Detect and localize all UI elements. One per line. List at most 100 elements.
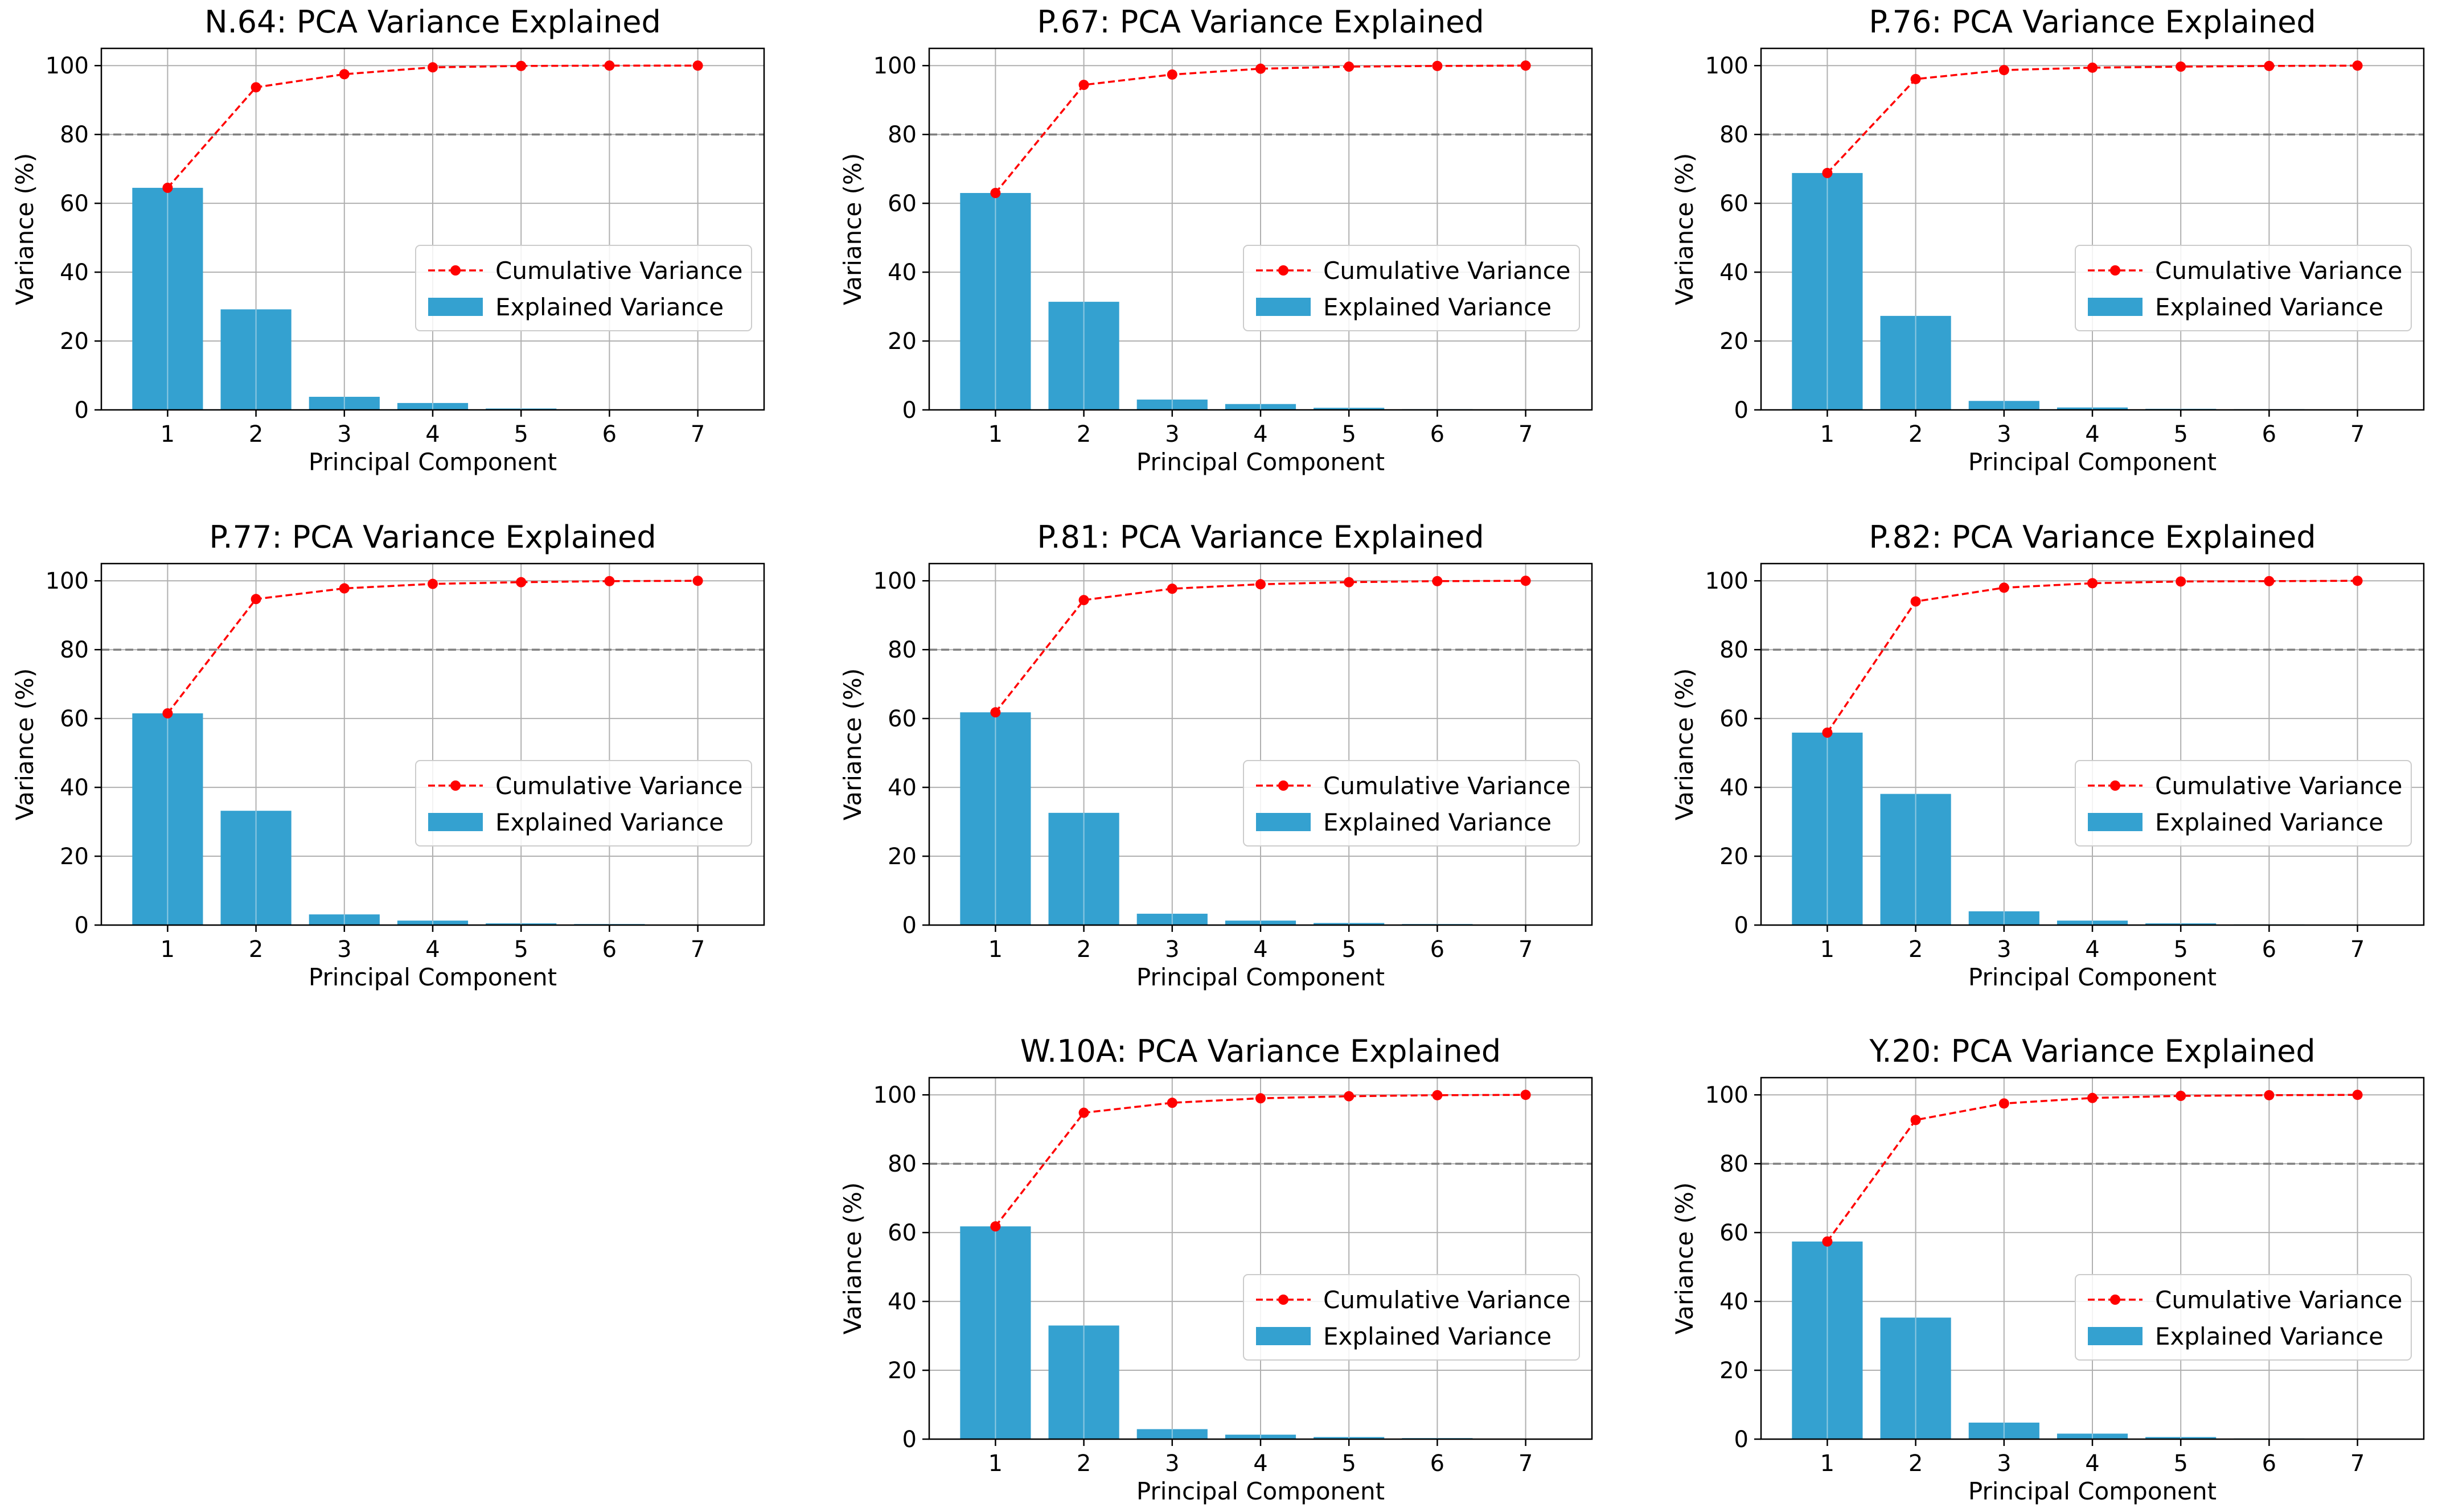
x-tick-label: 5	[2173, 936, 2187, 963]
y-tick-label: 20	[1719, 844, 1749, 870]
chart-title: Y.20: PCA Variance Explained	[1869, 1033, 2315, 1069]
cumulative-variance-point	[1432, 576, 1443, 586]
x-tick-label: 2	[1908, 936, 1923, 963]
x-tick-label: 2	[1077, 936, 1091, 963]
cumulative-variance-point	[1255, 63, 1266, 74]
cumulative-variance-point	[2176, 1091, 2186, 1102]
legend-label-cumulative: Cumulative Variance	[495, 772, 743, 800]
x-tick-label: 2	[1077, 421, 1091, 447]
cumulative-variance-point	[1167, 584, 1177, 594]
cumulative-variance-point	[1910, 73, 1921, 84]
y-tick-label: 0	[1734, 397, 1749, 424]
cumulative-variance-point	[1255, 1093, 1266, 1104]
cumulative-variance-point	[990, 707, 1001, 718]
y-tick-label: 0	[75, 913, 89, 939]
legend-explained-swatch	[2088, 298, 2143, 316]
cumulative-variance-point	[2264, 60, 2275, 71]
x-tick-label: 3	[337, 936, 351, 963]
x-tick-label: 2	[1077, 1451, 1091, 1477]
y-tick-label: 100	[1705, 1082, 1749, 1108]
cumulative-variance-point	[1822, 1236, 1833, 1247]
x-axis-label: Principal Component	[1968, 448, 2217, 476]
y-tick-label: 100	[1705, 53, 1749, 79]
x-tick-label: 5	[1341, 421, 1356, 447]
cumulative-variance-point	[1432, 1090, 1443, 1100]
x-tick-label: 6	[2262, 936, 2276, 963]
x-tick-label: 5	[1341, 936, 1356, 963]
y-tick-label: 20	[1719, 328, 1749, 355]
x-tick-label: 7	[1518, 1451, 1533, 1477]
legend-label-explained: Explained Variance	[2155, 808, 2383, 836]
y-tick-label: 60	[888, 706, 917, 732]
y-tick-label: 20	[1719, 1358, 1749, 1384]
chart-panel: Y.20: PCA Variance Explained 0 20 40 60 80 100…	[1671, 1033, 2425, 1505]
y-tick-label: 80	[1719, 637, 1749, 663]
x-tick-label: 6	[2262, 1451, 2276, 1477]
legend-label-explained: Explained Variance	[1323, 293, 1552, 321]
y-axis-label: Variance (%)	[839, 1182, 867, 1334]
cumulative-variance-point	[162, 182, 173, 193]
cumulative-variance-point	[1344, 577, 1355, 587]
y-tick-label: 100	[873, 1082, 917, 1108]
x-tick-label: 7	[691, 421, 705, 447]
x-tick-label: 5	[514, 936, 528, 963]
x-tick-label: 1	[161, 421, 175, 447]
cumulative-variance-point	[990, 188, 1001, 198]
legend-label-explained: Explained Variance	[1323, 808, 1552, 836]
x-tick-label: 6	[2262, 421, 2276, 447]
chart-title: P.81: PCA Variance Explained	[1037, 519, 1484, 555]
chart-title: N.64: PCA Variance Explained	[204, 4, 661, 40]
cumulative-variance-point	[1998, 582, 2009, 593]
cumulative-variance-point	[516, 60, 527, 71]
y-axis-label: Variance (%)	[1671, 668, 1698, 820]
y-tick-label: 100	[46, 53, 89, 79]
y-tick-label: 60	[1719, 706, 1749, 732]
x-tick-label: 3	[1165, 1451, 1179, 1477]
cumulative-variance-point	[1344, 1091, 1355, 1102]
cumulative-variance-point	[2087, 1092, 2098, 1103]
x-tick-label: 1	[988, 1451, 1003, 1477]
legend-cumulative-marker	[2110, 265, 2120, 276]
y-tick-label: 40	[888, 775, 917, 801]
cumulative-variance-point	[1078, 1107, 1089, 1118]
cumulative-variance-point	[1822, 727, 1833, 738]
x-tick-label: 1	[988, 421, 1003, 447]
cumulative-variance-point	[2264, 576, 2275, 586]
y-tick-label: 80	[60, 637, 89, 663]
legend-explained-swatch	[1256, 298, 1311, 316]
legend-box	[1243, 1274, 1580, 1361]
y-tick-label: 80	[60, 122, 89, 148]
legend-label-explained: Explained Variance	[495, 808, 724, 836]
x-tick-label: 7	[691, 936, 705, 963]
legend-label-explained: Explained Variance	[1323, 1322, 1552, 1350]
cumulative-variance-point	[2176, 61, 2186, 72]
y-tick-label: 40	[1719, 260, 1749, 286]
legend-cumulative-marker	[1278, 265, 1288, 276]
cumulative-variance-point	[251, 594, 261, 605]
y-tick-label: 20	[888, 844, 917, 870]
cumulative-variance-point	[1822, 167, 1833, 178]
y-tick-label: 0	[1734, 913, 1749, 939]
legend-cumulative-marker	[1278, 1295, 1288, 1305]
cumulative-variance-point	[1167, 1098, 1177, 1108]
y-tick-label: 100	[46, 568, 89, 594]
x-tick-label: 5	[514, 421, 528, 447]
y-tick-label: 40	[888, 1289, 917, 1315]
legend: Cumulative Variance Explained Variance	[2075, 245, 2412, 331]
y-tick-label: 0	[902, 913, 917, 939]
chart-title: P.77: PCA Variance Explained	[209, 519, 656, 555]
legend: Cumulative Variance Explained Variance	[2075, 1274, 2412, 1361]
legend-cumulative-marker	[450, 265, 461, 276]
x-tick-label: 4	[425, 421, 440, 447]
x-tick-label: 7	[2350, 421, 2365, 447]
x-tick-label: 4	[2085, 936, 2099, 963]
x-tick-label: 6	[1430, 1451, 1444, 1477]
y-tick-label: 80	[888, 1151, 917, 1177]
x-tick-label: 5	[1341, 1451, 1356, 1477]
x-tick-label: 1	[988, 936, 1003, 963]
legend-explained-swatch	[1256, 1327, 1311, 1345]
cumulative-variance-point	[2352, 576, 2363, 586]
legend: Cumulative Variance Explained Variance	[2075, 760, 2412, 847]
x-axis-label: Principal Component	[309, 448, 557, 476]
